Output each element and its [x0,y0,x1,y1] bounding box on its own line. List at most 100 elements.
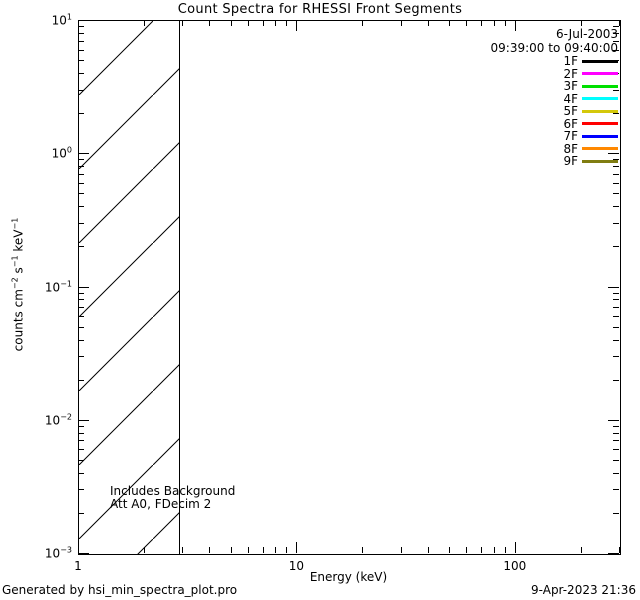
y-minor-tick [78,166,84,167]
x-minor-tick [581,547,582,553]
y-minor-tick [78,307,84,308]
y-minor-tick [78,90,84,91]
legend-color-swatch [582,84,618,88]
y-tick-label-exponent: −2 [60,412,72,422]
y-tick-label-base: 10 [51,13,67,28]
y-minor-tick-right [613,293,619,294]
plot-annotations: Includes Background Att A0, FDecim 2 [110,485,235,511]
legend-color-swatch [582,59,618,63]
x-minor-tick-top [619,20,620,26]
y-minor-tick-right [613,449,619,450]
y-minor-tick [78,174,84,175]
legend-color-swatch [582,109,618,113]
legend: 6-Jul-2003 09:39:00 to 09:40:00 1F 2F 3F 4F… [491,28,618,168]
y-minor-tick-right [613,50,619,51]
x-minor-tick [286,547,287,553]
x-minor-tick [401,547,402,553]
x-tick-label: 1 [74,559,82,573]
y-minor-tick-right [613,356,619,357]
x-minor-tick-top [449,20,450,26]
y-minor-tick [78,26,84,27]
x-axis-title: Energy (keV) [309,570,388,584]
x-tick-label: 100 [503,559,527,573]
y-tick-label-exponent: −3 [60,545,72,555]
y-minor-tick-right [613,206,619,207]
y-minor-tick [78,473,84,474]
legend-entry[interactable]: 3F [491,80,618,93]
legend-entry[interactable]: 1F [491,55,618,68]
y-minor-tick [78,41,84,42]
y-minor-tick [78,193,84,194]
y-major-tick [78,153,89,154]
x-minor-tick-top [505,20,506,26]
x-minor-tick [362,547,363,553]
y-minor-tick [78,60,84,61]
y-minor-tick [78,113,84,114]
x-major-tick-top [78,20,79,31]
hatched-energy-band [79,21,179,554]
y-minor-tick [78,299,84,300]
legend-entry-label: 7F [563,129,578,143]
legend-entry[interactable]: 6F [491,116,618,131]
y-tick-label: 10−1 [45,279,72,294]
y-minor-tick [78,460,84,461]
y-tick-label-exponent: 1 [66,12,72,22]
x-minor-tick [494,547,495,553]
footer-timestamp: 9-Apr-2023 21:36 [531,583,636,597]
legend-entry[interactable]: 5F [491,105,618,118]
legend-entry-label: 1F [563,54,578,68]
y-tick-label-base: 10 [44,546,61,561]
legend-entry-list: 1F 2F 3F 4F 5F 6F 7F 8F 9F [491,55,618,168]
x-minor-tick-top [182,20,183,26]
y-minor-tick [78,50,84,51]
footer-generated-by: Generated by hsi_min_spectra_plot.pro [2,583,238,597]
x-minor-tick [466,547,467,553]
y-minor-tick [78,449,84,450]
y-minor-tick-right [613,460,619,461]
y-major-tick [78,20,89,21]
x-minor-tick-top [362,20,363,26]
x-minor-tick [231,547,232,553]
legend-entry[interactable]: 4F [491,92,618,106]
y-axis-title-text: counts cm−2 s−1 keV−1 [10,217,26,352]
y-minor-tick [78,246,84,247]
x-minor-tick-top [286,20,287,26]
y-minor-tick-right [613,340,619,341]
legend-entry[interactable]: 8F [491,142,618,156]
x-major-tick [78,542,79,553]
x-minor-tick [248,547,249,553]
y-minor-tick-right [613,90,619,91]
y-minor-tick [78,293,84,294]
x-minor-tick-top [275,20,276,26]
y-tick-label-exponent: −1 [60,279,72,288]
y-minor-tick [78,223,84,224]
y-tick-label: 101 [52,13,72,28]
x-minor-tick-top [263,20,264,26]
y-minor-tick-right [613,316,619,317]
legend-entry[interactable]: 2F [491,66,618,81]
x-minor-tick-top [466,20,467,26]
legend-entry-label: 3F [563,79,578,93]
y-minor-tick [78,159,84,160]
x-minor-tick [428,547,429,553]
legend-entry[interactable]: 7F [491,130,618,143]
legend-color-swatch [582,72,618,76]
legend-color-swatch [582,147,618,151]
legend-entry-label: 2F [563,66,578,81]
x-minor-tick-top [481,20,482,26]
y-minor-tick-right [613,113,619,114]
y-major-tick-right [608,553,619,554]
x-minor-tick [275,547,276,553]
y-minor-tick-right [613,473,619,474]
legend-entry[interactable]: 9F [491,155,618,168]
legend-color-swatch [582,122,618,126]
y-minor-tick-right [613,193,619,194]
y-minor-tick-right [613,26,619,27]
plot-canvas [79,21,620,554]
x-minor-tick [144,547,145,553]
legend-entry-label: 6F [563,116,578,131]
y-minor-tick-right [613,440,619,441]
y-tick-label-exponent: 0 [66,145,72,155]
x-minor-tick [209,547,210,553]
plot-area [78,20,621,555]
